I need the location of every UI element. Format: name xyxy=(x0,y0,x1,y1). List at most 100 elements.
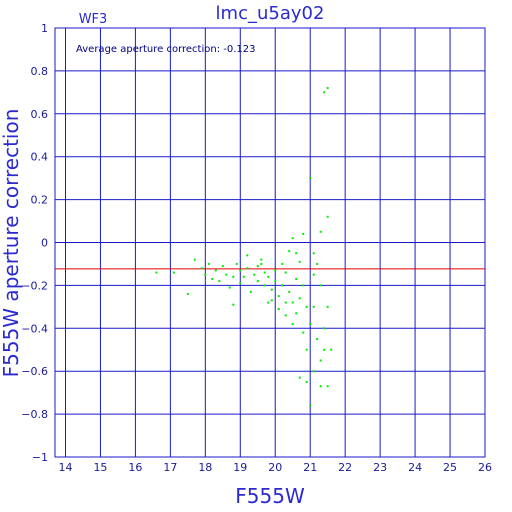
data-point xyxy=(312,370,315,373)
data-point xyxy=(323,327,326,330)
data-point xyxy=(302,232,305,235)
data-point xyxy=(172,271,175,274)
data-point xyxy=(221,265,224,268)
data-point xyxy=(211,277,214,280)
data-point xyxy=(309,323,312,326)
data-point xyxy=(193,258,196,261)
data-point xyxy=(291,301,294,304)
data-point xyxy=(260,258,263,261)
y-tick-label: 0.8 xyxy=(31,65,49,78)
data-point xyxy=(204,273,207,276)
data-point xyxy=(232,275,235,278)
data-point xyxy=(186,292,189,295)
data-point xyxy=(288,250,291,253)
data-point xyxy=(298,297,301,300)
data-point xyxy=(246,267,249,270)
data-point xyxy=(218,280,221,283)
data-point xyxy=(242,275,245,278)
y-axis-label: F555W aperture correction xyxy=(0,109,23,378)
x-tick-label: 14 xyxy=(58,461,72,474)
data-point xyxy=(302,331,305,334)
data-point xyxy=(284,314,287,317)
data-point xyxy=(319,385,322,388)
data-point xyxy=(277,295,280,298)
y-tick-label: −0.4 xyxy=(21,322,48,335)
data-point xyxy=(155,271,158,274)
data-point xyxy=(323,91,326,94)
data-point xyxy=(298,376,301,379)
x-tick-label: 15 xyxy=(93,461,107,474)
x-tick-label: 17 xyxy=(163,461,177,474)
data-point xyxy=(270,288,273,291)
data-point xyxy=(277,307,280,310)
x-tick-label: 22 xyxy=(338,461,352,474)
data-point xyxy=(316,338,319,341)
y-tick-label: −1 xyxy=(32,451,48,464)
y-tick-label: −0.6 xyxy=(21,365,48,378)
data-point xyxy=(235,262,238,265)
x-tick-label: 24 xyxy=(408,461,422,474)
data-point xyxy=(326,87,329,90)
data-point xyxy=(263,284,266,287)
data-point xyxy=(267,275,270,278)
data-point xyxy=(281,284,284,287)
grid xyxy=(54,27,486,458)
data-point xyxy=(288,290,291,293)
data-point xyxy=(330,348,333,351)
data-point xyxy=(263,271,266,274)
x-tick-label: 26 xyxy=(478,461,492,474)
data-point xyxy=(284,301,287,304)
y-tick-label: 0.4 xyxy=(31,151,49,164)
data-point xyxy=(291,237,294,240)
data-point xyxy=(312,273,315,276)
x-tick-label: 21 xyxy=(303,461,317,474)
data-point xyxy=(225,273,228,276)
data-point xyxy=(232,303,235,306)
panel-label: WF3 xyxy=(79,12,108,27)
data-point xyxy=(326,215,329,218)
x-axis-label: F555W xyxy=(235,484,305,508)
tick-labels: 14 15 16 17 18 19 20 21 22 23 24 25 26 −1 −0.8 −0.6 −0.4… xyxy=(21,22,492,474)
data-point xyxy=(253,273,256,276)
y-tick-label: −0.2 xyxy=(21,279,48,292)
data-point xyxy=(274,280,277,283)
data-point xyxy=(295,312,298,315)
x-tick-label: 25 xyxy=(443,461,457,474)
data-point xyxy=(270,299,273,302)
data-point xyxy=(260,262,263,265)
y-tick-label: 0 xyxy=(41,237,48,250)
data-point xyxy=(302,284,305,287)
data-point xyxy=(274,269,277,272)
data-point xyxy=(319,230,322,233)
data-point xyxy=(214,269,217,272)
data-point xyxy=(239,282,242,285)
data-point xyxy=(326,385,329,388)
data-point xyxy=(305,305,308,308)
data-point xyxy=(305,348,308,351)
x-tick-label: 23 xyxy=(373,461,387,474)
data-point xyxy=(200,267,203,270)
data-point xyxy=(316,262,319,265)
data-point xyxy=(207,262,210,265)
chart-title: lmc_u5ay02 xyxy=(216,3,325,24)
data-point xyxy=(291,323,294,326)
data-point xyxy=(323,348,326,351)
data-point xyxy=(246,254,249,257)
data-point xyxy=(239,269,242,272)
x-tick-label: 16 xyxy=(128,461,142,474)
data-point xyxy=(267,301,270,304)
data-point xyxy=(256,265,259,268)
data-point xyxy=(309,177,312,180)
data-points xyxy=(155,87,333,407)
x-tick-label: 18 xyxy=(198,461,212,474)
data-point xyxy=(319,284,322,287)
x-tick-label: 20 xyxy=(268,461,282,474)
data-point xyxy=(319,359,322,362)
data-point xyxy=(309,404,312,407)
data-point xyxy=(256,280,259,283)
data-point xyxy=(312,252,315,255)
data-point xyxy=(295,277,298,280)
y-tick-label: 0.2 xyxy=(31,194,49,207)
